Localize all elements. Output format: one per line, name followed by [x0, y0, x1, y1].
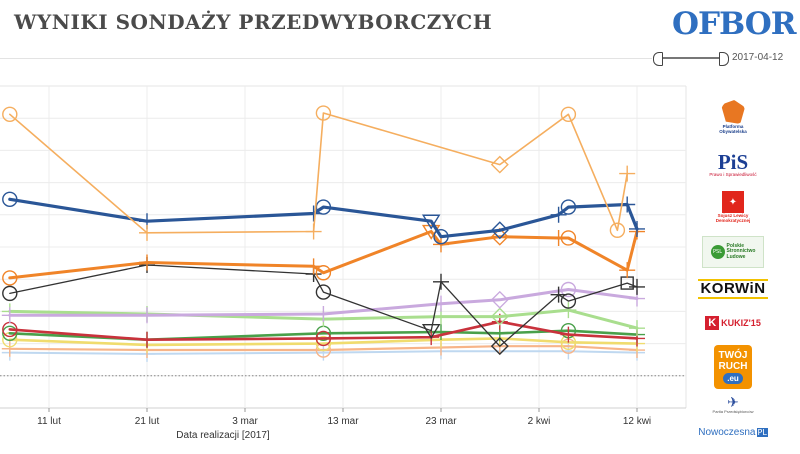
series-6-point	[560, 326, 577, 343]
series-5-point	[490, 307, 509, 326]
date-range-start-handle[interactable]	[653, 52, 663, 66]
korwin-logo-text: KORWiN	[698, 279, 768, 299]
series-6-point	[315, 330, 332, 347]
ofbor-logo[interactable]: OFBOR	[672, 6, 797, 42]
series-3-point	[560, 293, 577, 309]
series-1-point	[550, 206, 567, 223]
series-2-point	[305, 258, 322, 275]
series-1-point	[421, 214, 441, 230]
legend-partia-przedsiebiorcow[interactable]: ✈ Partia Przedsiębiorców	[712, 394, 754, 414]
chart-axes: 11 lut 21 lut 3 mar 13 mar 23 mar 2 kwi 12 kwi…	[37, 408, 651, 441]
date-range-end-label: 2017-04-12	[732, 52, 784, 63]
series-10-point	[315, 344, 332, 361]
series-0-point	[560, 106, 577, 123]
series-0-point	[609, 222, 626, 238]
series-6-point	[139, 331, 155, 348]
platforma-obywatelska-logo-icon	[721, 100, 745, 124]
series-1-point	[433, 228, 449, 245]
legend-twoj-ruch[interactable]: TWÓJ RUCH .eu	[702, 344, 764, 390]
series-2-point	[315, 265, 332, 281]
sld-logo-icon: ✦	[722, 191, 744, 213]
chart-series	[1, 105, 645, 362]
series-1-point	[2, 191, 18, 208]
pis-logo-text: PiS	[717, 149, 749, 174]
series-2-point	[560, 230, 577, 246]
header-divider	[0, 58, 652, 59]
legend-kukiz15[interactable]: K KUKIZ'15	[702, 312, 764, 334]
x-tick-label: 3 mar	[232, 416, 258, 427]
series-4-point	[1, 307, 18, 324]
series-1-point	[560, 199, 577, 215]
series-7-point	[433, 324, 449, 341]
page-title: WYNIKI SONDAŻY PRZEDWYBORCZYCH	[14, 10, 493, 34]
series-3-point	[490, 337, 509, 356]
x-tick-label: 21 lut	[135, 416, 160, 427]
series-0-point	[2, 106, 18, 123]
series-3-point	[2, 285, 18, 302]
series-4-point	[490, 290, 509, 309]
series-3-point	[433, 273, 449, 290]
series-1-point	[629, 220, 645, 237]
series-2-point	[2, 270, 18, 286]
series-line-1	[8, 197, 639, 239]
x-axis-title: Data realizacji [2017]	[176, 430, 270, 441]
series-7-point	[2, 325, 18, 341]
series-4-point	[139, 307, 155, 324]
series-2-point	[139, 254, 155, 271]
kukiz-logo-text: KUKIZ'15	[721, 318, 761, 328]
psl-clover-icon: PSL	[710, 245, 725, 259]
series-3-point	[629, 278, 645, 295]
legend-platforma-obywatelska[interactable]: Platforma Obywatelska	[702, 98, 764, 136]
series-4-point	[560, 281, 577, 298]
series-3-point	[421, 324, 441, 340]
legend-korwin[interactable]: KORWiN	[698, 278, 768, 300]
series-0-point	[305, 223, 322, 240]
series-5-point	[560, 302, 577, 319]
date-range-end-handle[interactable]	[719, 52, 729, 66]
series-1-point	[305, 205, 322, 222]
series-3-point	[315, 284, 332, 300]
series-2-point	[433, 236, 449, 253]
legend-nowoczesna[interactable]: Nowoczesna PL	[698, 426, 768, 438]
kukiz-k-icon: K	[705, 316, 720, 330]
x-tick-label: 23 mar	[425, 416, 457, 427]
legend-sld[interactable]: ✦ Sojusz Lewicy Demokratycznej	[702, 186, 764, 228]
series-0-point	[490, 155, 509, 174]
series-2-point	[619, 262, 636, 279]
series-4-point	[433, 295, 449, 312]
series-4-point	[315, 305, 332, 322]
series-line-0	[9, 112, 629, 234]
series-2-point	[550, 229, 567, 246]
series-1-point	[490, 221, 509, 240]
x-tick-label: 2 kwi	[528, 416, 551, 427]
series-8-point	[315, 335, 332, 352]
series-2-point	[490, 227, 509, 246]
series-0-point	[619, 165, 636, 182]
series-line-2	[8, 230, 639, 280]
x-tick-label: 12 kwi	[623, 416, 651, 427]
series-5-point	[629, 320, 645, 337]
series-3-point	[550, 286, 567, 303]
series-0-point	[139, 224, 155, 241]
legend-pis[interactable]: PiS Prawo i Sprawiedliwość	[709, 149, 757, 177]
x-tick-label: 13 mar	[327, 416, 359, 427]
series-line-10	[8, 350, 638, 355]
legend-psl[interactable]: PSL Polskie Stronnictwo Ludowe	[702, 236, 764, 268]
partia-przedsiebiorcow-logo-icon: ✈	[727, 394, 739, 411]
date-range-slider-track[interactable]	[660, 57, 724, 59]
series-0-point	[315, 105, 332, 121]
series-9-point	[1, 340, 18, 357]
x-tick-label: 11 lut	[37, 416, 61, 427]
